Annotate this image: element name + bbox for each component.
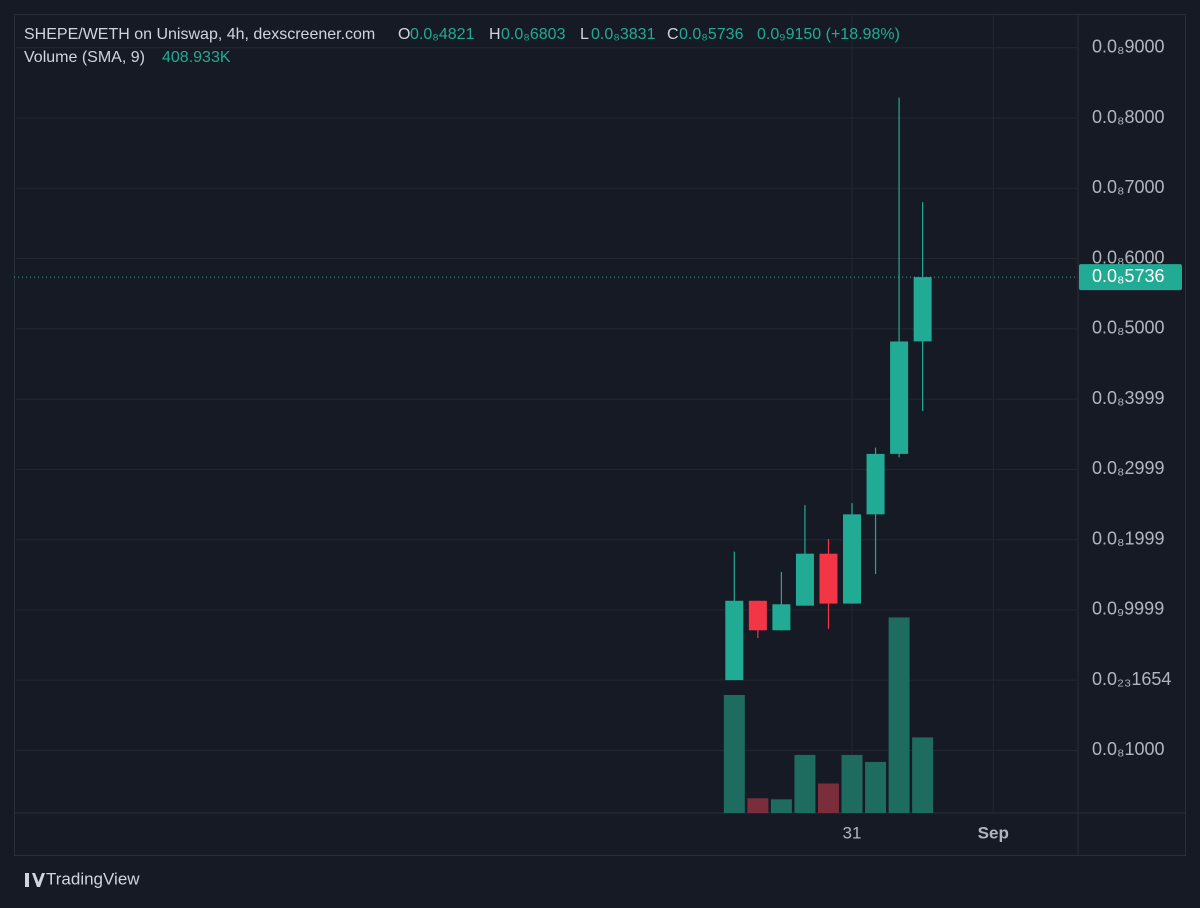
- candle-body: [913, 277, 932, 342]
- volume-bar: [817, 783, 839, 813]
- y-tick-label: 0.0₈3999: [1092, 388, 1165, 408]
- last-price-box: [1079, 264, 1182, 291]
- y-tick-label: 0.0₈1999: [1092, 528, 1165, 548]
- y-tick-label: 0.0₈5000: [1092, 318, 1165, 338]
- y-tick-label: 0.0₂₃1654: [1092, 669, 1171, 689]
- candle-body: [819, 553, 838, 604]
- legend-value: 0.0₈5736: [679, 26, 744, 43]
- y-tick-label: 0.0₉9999: [1092, 599, 1164, 619]
- last-price-label: 0.0₈5736: [1092, 266, 1165, 286]
- volume-bar: [865, 761, 887, 813]
- chart-frame: [14, 14, 1186, 856]
- legend-key: O: [398, 26, 410, 43]
- volume-bar: [794, 754, 816, 813]
- candle-body: [772, 604, 791, 631]
- legend-symbol: SHEPE/WETH on Uniswap, 4h, dexscreener.c…: [24, 26, 375, 43]
- y-tick-label: 0.0₈7000: [1092, 177, 1165, 197]
- legend-key: H: [489, 26, 501, 43]
- y-tick-label: 0.0₈6000: [1092, 247, 1165, 267]
- x-tick-label: 31: [843, 823, 862, 842]
- volume-bar: [912, 737, 934, 813]
- brand: TradingView: [46, 869, 140, 888]
- candle-body: [748, 600, 767, 631]
- volume-bar: [770, 799, 792, 813]
- volume-bar: [723, 695, 745, 813]
- volume-title: Volume (SMA, 9): [24, 49, 145, 66]
- candle-body: [795, 553, 814, 606]
- volume-bar: [747, 798, 769, 813]
- legend-value: 0.0₈3831: [591, 26, 656, 43]
- legend-key: L: [580, 26, 589, 43]
- candle-body: [843, 514, 862, 604]
- tv-logo: [14, 873, 45, 887]
- volume-bar: [888, 617, 910, 813]
- legend-key: C: [667, 26, 679, 43]
- candle-body: [890, 341, 909, 454]
- legend-value: 0.0₈4821: [410, 26, 475, 43]
- volume-sma: 408.933K: [162, 49, 231, 66]
- y-tick-label: 0.0₈2999: [1092, 458, 1165, 478]
- volume-bar: [841, 754, 863, 813]
- y-tick-label: 0.0₈1000: [1092, 739, 1165, 759]
- y-tick-label: 0.0₈9000: [1092, 36, 1165, 56]
- y-tick-label: 0.0₈8000: [1092, 107, 1165, 127]
- legend-change: 0.0₉9150 (+18.98%): [757, 26, 900, 43]
- candle-body: [725, 600, 744, 681]
- x-tick-label: Sep: [978, 823, 1009, 842]
- candle-body: [866, 453, 885, 515]
- legend-value: 0.0₈6803: [501, 26, 566, 43]
